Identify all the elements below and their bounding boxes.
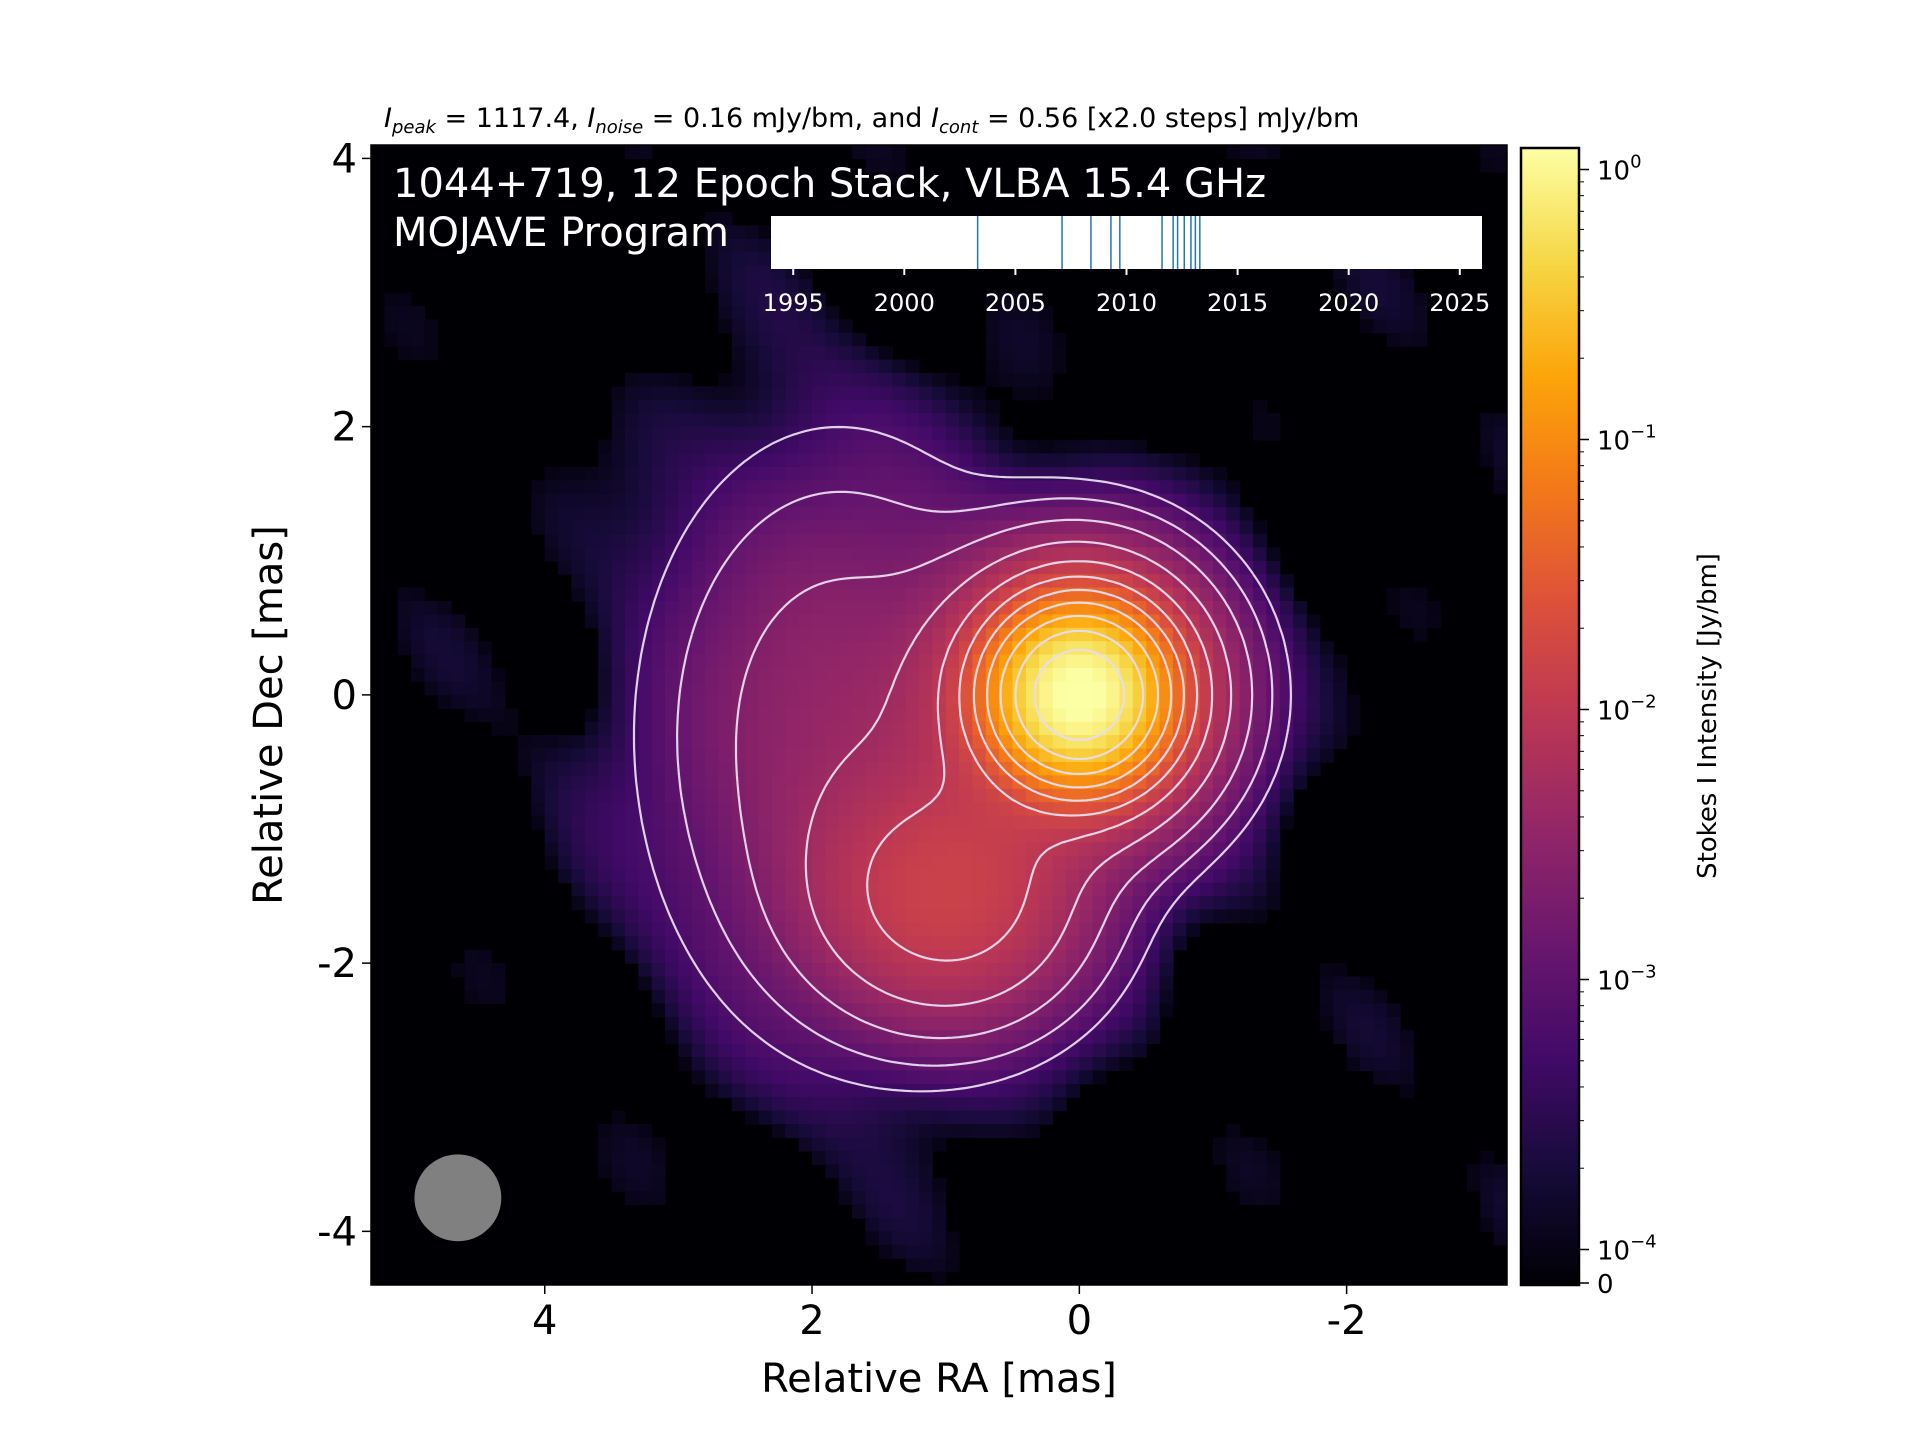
x-tick-label: 2 <box>799 1298 824 1344</box>
contour-level <box>676 490 1274 1067</box>
timeline-tick-label: 2000 <box>874 289 935 317</box>
epoch-timeline: 1995 2000 2005 2010 2015 2020 2025 <box>763 216 1490 317</box>
x-tick-label: -2 <box>1327 1298 1367 1344</box>
x-axis-label: Relative RA [mas] <box>761 1356 1117 1402</box>
y-axis-ticks: 4 2 0 -2 -4 <box>317 136 371 1255</box>
contour-level <box>866 560 1214 962</box>
colorbar-tick-label: 10−1 <box>1597 422 1657 457</box>
y-tick-label: 0 <box>332 673 357 719</box>
colorbar: 100 10−1 10−2 10−3 10−40 Stokes I Intensity … <box>1519 146 1723 1300</box>
image-plot <box>370 144 1508 1286</box>
plot-title-line2: MOJAVE Program <box>393 210 729 256</box>
plot-title-line1: 1044+719, 12 Epoch Stack, VLBA 15.4 GHz <box>393 161 1266 207</box>
timeline-tick-label: 2010 <box>1096 289 1157 317</box>
contour-level <box>958 575 1199 817</box>
x-tick-label: 0 <box>1067 1298 1092 1344</box>
colorbar-label: Stokes I Intensity [Jy/bm] <box>1693 553 1723 879</box>
x-axis-ticks: 4 2 0 -2 <box>532 1285 1367 1344</box>
y-axis-label: Relative Dec [mas] <box>246 525 292 905</box>
header-stats: Ipeak = 1117.4, Inoise = 0.16 mJy/bm, an… <box>384 103 1359 138</box>
colorbar-ticks: 100 10−1 10−2 10−3 10−40 <box>1579 152 1657 1300</box>
timeline-tick-label: 2020 <box>1318 289 1379 317</box>
colorbar-gradient <box>1519 146 1581 1287</box>
beam-ellipse <box>414 1154 502 1242</box>
contour-level <box>734 518 1254 1040</box>
colorbar-tick-label: 10−4 <box>1597 1232 1657 1267</box>
contour-level <box>986 601 1173 789</box>
contour-level <box>804 540 1233 1007</box>
y-tick-label: -2 <box>317 941 357 987</box>
colorbar-tick-label: 100 <box>1597 152 1642 187</box>
contour-level <box>632 425 1292 1093</box>
contour-level <box>999 614 1160 776</box>
timeline-tick-label: 2015 <box>1207 289 1268 317</box>
timeline-tick-label: 2025 <box>1429 289 1490 317</box>
timeline-box <box>771 216 1482 269</box>
contour-level <box>1033 648 1126 742</box>
timeline-tick-label: 2005 <box>985 289 1046 317</box>
colorbar-tick-label: 10−2 <box>1597 692 1657 727</box>
contour-lines <box>632 425 1292 1093</box>
timeline-tick-label: 1995 <box>763 289 824 317</box>
colorbar-tick-label: 10−3 <box>1597 962 1657 997</box>
contour-level <box>1014 629 1145 761</box>
y-tick-label: 4 <box>332 136 357 182</box>
y-tick-label: -4 <box>317 1209 357 1255</box>
y-tick-label: 2 <box>332 405 357 451</box>
colorbar-tick-label: 0 <box>1597 1270 1614 1300</box>
contour-level <box>972 588 1185 802</box>
x-tick-label: 4 <box>532 1298 557 1344</box>
